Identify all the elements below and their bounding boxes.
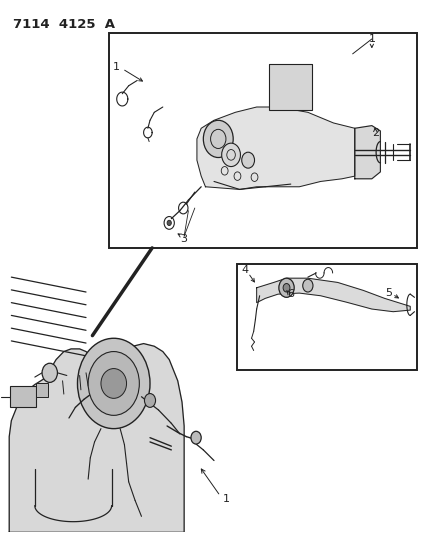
Ellipse shape [203,120,233,158]
Bar [36,383,48,397]
Ellipse shape [191,431,201,444]
Text: 6: 6 [287,289,294,299]
Ellipse shape [167,220,171,225]
Ellipse shape [242,152,255,168]
Polygon shape [9,344,184,532]
Text: 3: 3 [181,234,187,244]
Bar [238,264,416,370]
Text: 2: 2 [372,127,379,138]
Polygon shape [257,278,410,312]
Polygon shape [355,126,380,179]
Text: 1: 1 [223,494,230,504]
Ellipse shape [222,143,241,166]
Ellipse shape [283,284,290,292]
Ellipse shape [279,278,294,297]
Text: 1: 1 [113,62,119,72]
Ellipse shape [101,368,127,398]
Ellipse shape [88,352,140,415]
Ellipse shape [77,338,150,429]
Text: 1: 1 [369,34,375,44]
Text: 5: 5 [385,288,392,298]
Ellipse shape [145,393,155,407]
Ellipse shape [303,279,313,292]
Bar [10,386,36,407]
Ellipse shape [42,364,57,382]
Text: 7114  4125  A: 7114 4125 A [14,18,116,31]
Text: 4: 4 [241,265,248,275]
Bar [270,64,312,110]
Bar [110,33,416,248]
Polygon shape [197,107,355,189]
